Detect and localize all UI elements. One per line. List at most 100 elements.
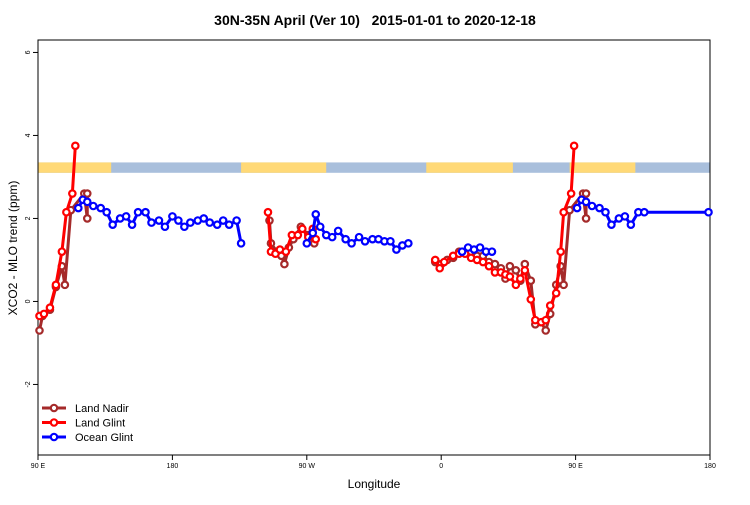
legend-label: Ocean Glint [75, 432, 133, 444]
data-point [88, 201, 98, 211]
data-point [51, 280, 61, 290]
data-point [315, 222, 325, 232]
data-point [224, 220, 234, 229]
land-band-segment [426, 162, 513, 173]
y-tick-label: -2 [25, 381, 32, 387]
data-point [601, 207, 610, 217]
data-point [35, 326, 44, 335]
data-point [293, 230, 303, 240]
ocean-band [38, 162, 710, 173]
y-tick-label: 0 [25, 299, 32, 303]
chart-title: 30N-35N April (Ver 10) 2015-01-01 to 202… [214, 12, 536, 28]
axes: 90 E 180 90 W 0 90 E 180 -2 0 2 4 6 [25, 50, 716, 470]
data-point [199, 214, 209, 223]
data-point [82, 214, 92, 223]
series-layer [35, 141, 713, 335]
data-point [581, 214, 591, 223]
y-tick-label: 6 [25, 50, 32, 54]
data-point [392, 245, 401, 254]
data-point [559, 280, 568, 290]
data-point [82, 189, 92, 198]
data-point [704, 207, 713, 217]
x-axis-label: Longitude [348, 477, 401, 491]
data-point [218, 216, 228, 225]
data-point [39, 309, 49, 319]
data-point [141, 207, 150, 217]
data-point [386, 236, 395, 246]
data-point [435, 263, 445, 273]
data-point [520, 266, 530, 275]
data-point [484, 261, 494, 271]
data-point [505, 261, 515, 271]
data-point [581, 189, 591, 198]
data-point [60, 280, 70, 290]
data-point [236, 239, 246, 248]
legend: Land Nadir Land Glint Ocean Glint [42, 403, 133, 444]
data-point [639, 207, 649, 217]
y-tick-label: 2 [25, 216, 32, 220]
data-point [133, 207, 143, 217]
data-point [281, 247, 291, 256]
data-point [168, 212, 177, 221]
data-point [457, 247, 467, 256]
data-point [595, 203, 604, 213]
x-tick-label: 180 [167, 463, 179, 470]
legend-label: Land Glint [75, 418, 125, 430]
data-point [626, 220, 636, 229]
data-point [478, 257, 488, 267]
data-point [541, 315, 551, 325]
data-point [551, 288, 561, 298]
data-point [302, 239, 312, 248]
data-point [354, 232, 364, 242]
data-point [587, 201, 597, 211]
data-point [108, 220, 117, 229]
data-point [341, 234, 350, 244]
data-point [430, 255, 440, 265]
legend-item: Ocean Glint [42, 432, 133, 444]
legend-label: Land Nadir [75, 403, 129, 415]
x-tick-label: 90 W [299, 463, 316, 470]
data-point [232, 216, 241, 225]
legend-swatch-marker [49, 403, 59, 413]
data-point [121, 212, 131, 221]
data-point [347, 239, 356, 248]
data-point [96, 203, 106, 213]
data-point [572, 203, 582, 213]
data-point [569, 141, 579, 151]
data-point [68, 189, 77, 198]
data-point [82, 197, 92, 207]
data-point [475, 243, 485, 252]
data-point [607, 220, 616, 229]
data-point [511, 266, 521, 275]
data-point [45, 303, 55, 312]
data-point [127, 220, 137, 229]
data-point [360, 236, 370, 246]
data-point [556, 247, 565, 256]
data-point [57, 247, 67, 256]
data-point [308, 228, 318, 238]
data-point [487, 247, 497, 256]
series-ocean-glint [74, 195, 713, 256]
data-point [404, 239, 413, 248]
y-tick-label: 4 [25, 133, 32, 137]
data-point [581, 197, 591, 207]
data-point [439, 257, 449, 267]
legend-item: Land Nadir [42, 403, 129, 415]
data-point [205, 218, 215, 227]
data-point [71, 141, 80, 151]
land-ocean-band [38, 162, 710, 173]
x-tick-label: 90 E [31, 463, 46, 470]
land-band-segment [241, 162, 327, 173]
data-point [174, 216, 183, 225]
data-point [62, 207, 71, 217]
legend-item: Land Glint [42, 418, 125, 430]
data-point [154, 216, 164, 225]
legend-swatch-marker [49, 418, 59, 427]
data-point [160, 222, 170, 232]
data-point [212, 220, 222, 229]
data-point [516, 274, 525, 283]
data-point [180, 222, 189, 232]
data-point [505, 272, 515, 281]
